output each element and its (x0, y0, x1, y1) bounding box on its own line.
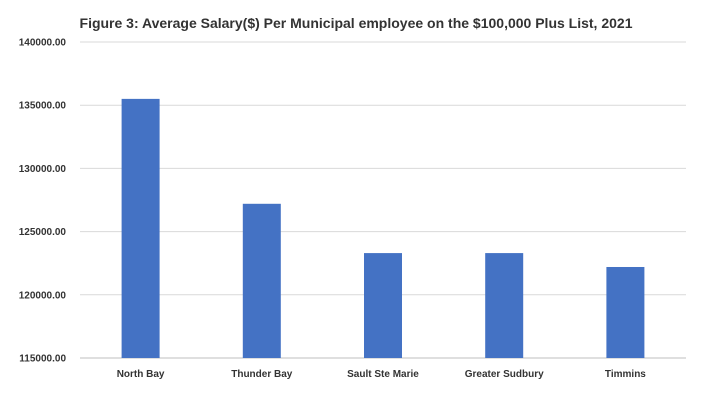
x-category-label: Sault Ste Marie (347, 369, 419, 380)
bar-timmins (606, 266, 645, 358)
x-category-label: North Bay (117, 369, 165, 380)
y-tick-label: 135000.00 (19, 101, 67, 112)
bars (121, 98, 645, 358)
bar-thunder-bay (242, 203, 281, 358)
bar-north-bay (121, 98, 160, 358)
bar-sault-ste-marie (364, 253, 402, 358)
y-tick-label: 140000.00 (19, 38, 67, 49)
x-category-label: Greater Sudbury (465, 369, 544, 380)
y-tick-label: 120000.00 (19, 290, 67, 301)
y-axis-tick-labels: 115000.00 120000.00 125000.00 130000.00 1350… (19, 38, 67, 365)
x-category-label: Thunder Bay (231, 369, 293, 380)
y-tick-label: 125000.00 (19, 227, 67, 238)
x-axis-category-labels: North Bay Thunder Bay Sault Ste Marie Great… (117, 369, 647, 380)
x-category-label: Timmins (605, 369, 646, 380)
gridlines (80, 41, 686, 359)
y-tick-label: 130000.00 (19, 164, 67, 175)
chart-title: Figure 3: Average Salary($) Per Municipa… (80, 15, 633, 31)
bar-greater-sudbury (485, 253, 524, 358)
y-tick-label: 115000.00 (19, 354, 66, 365)
